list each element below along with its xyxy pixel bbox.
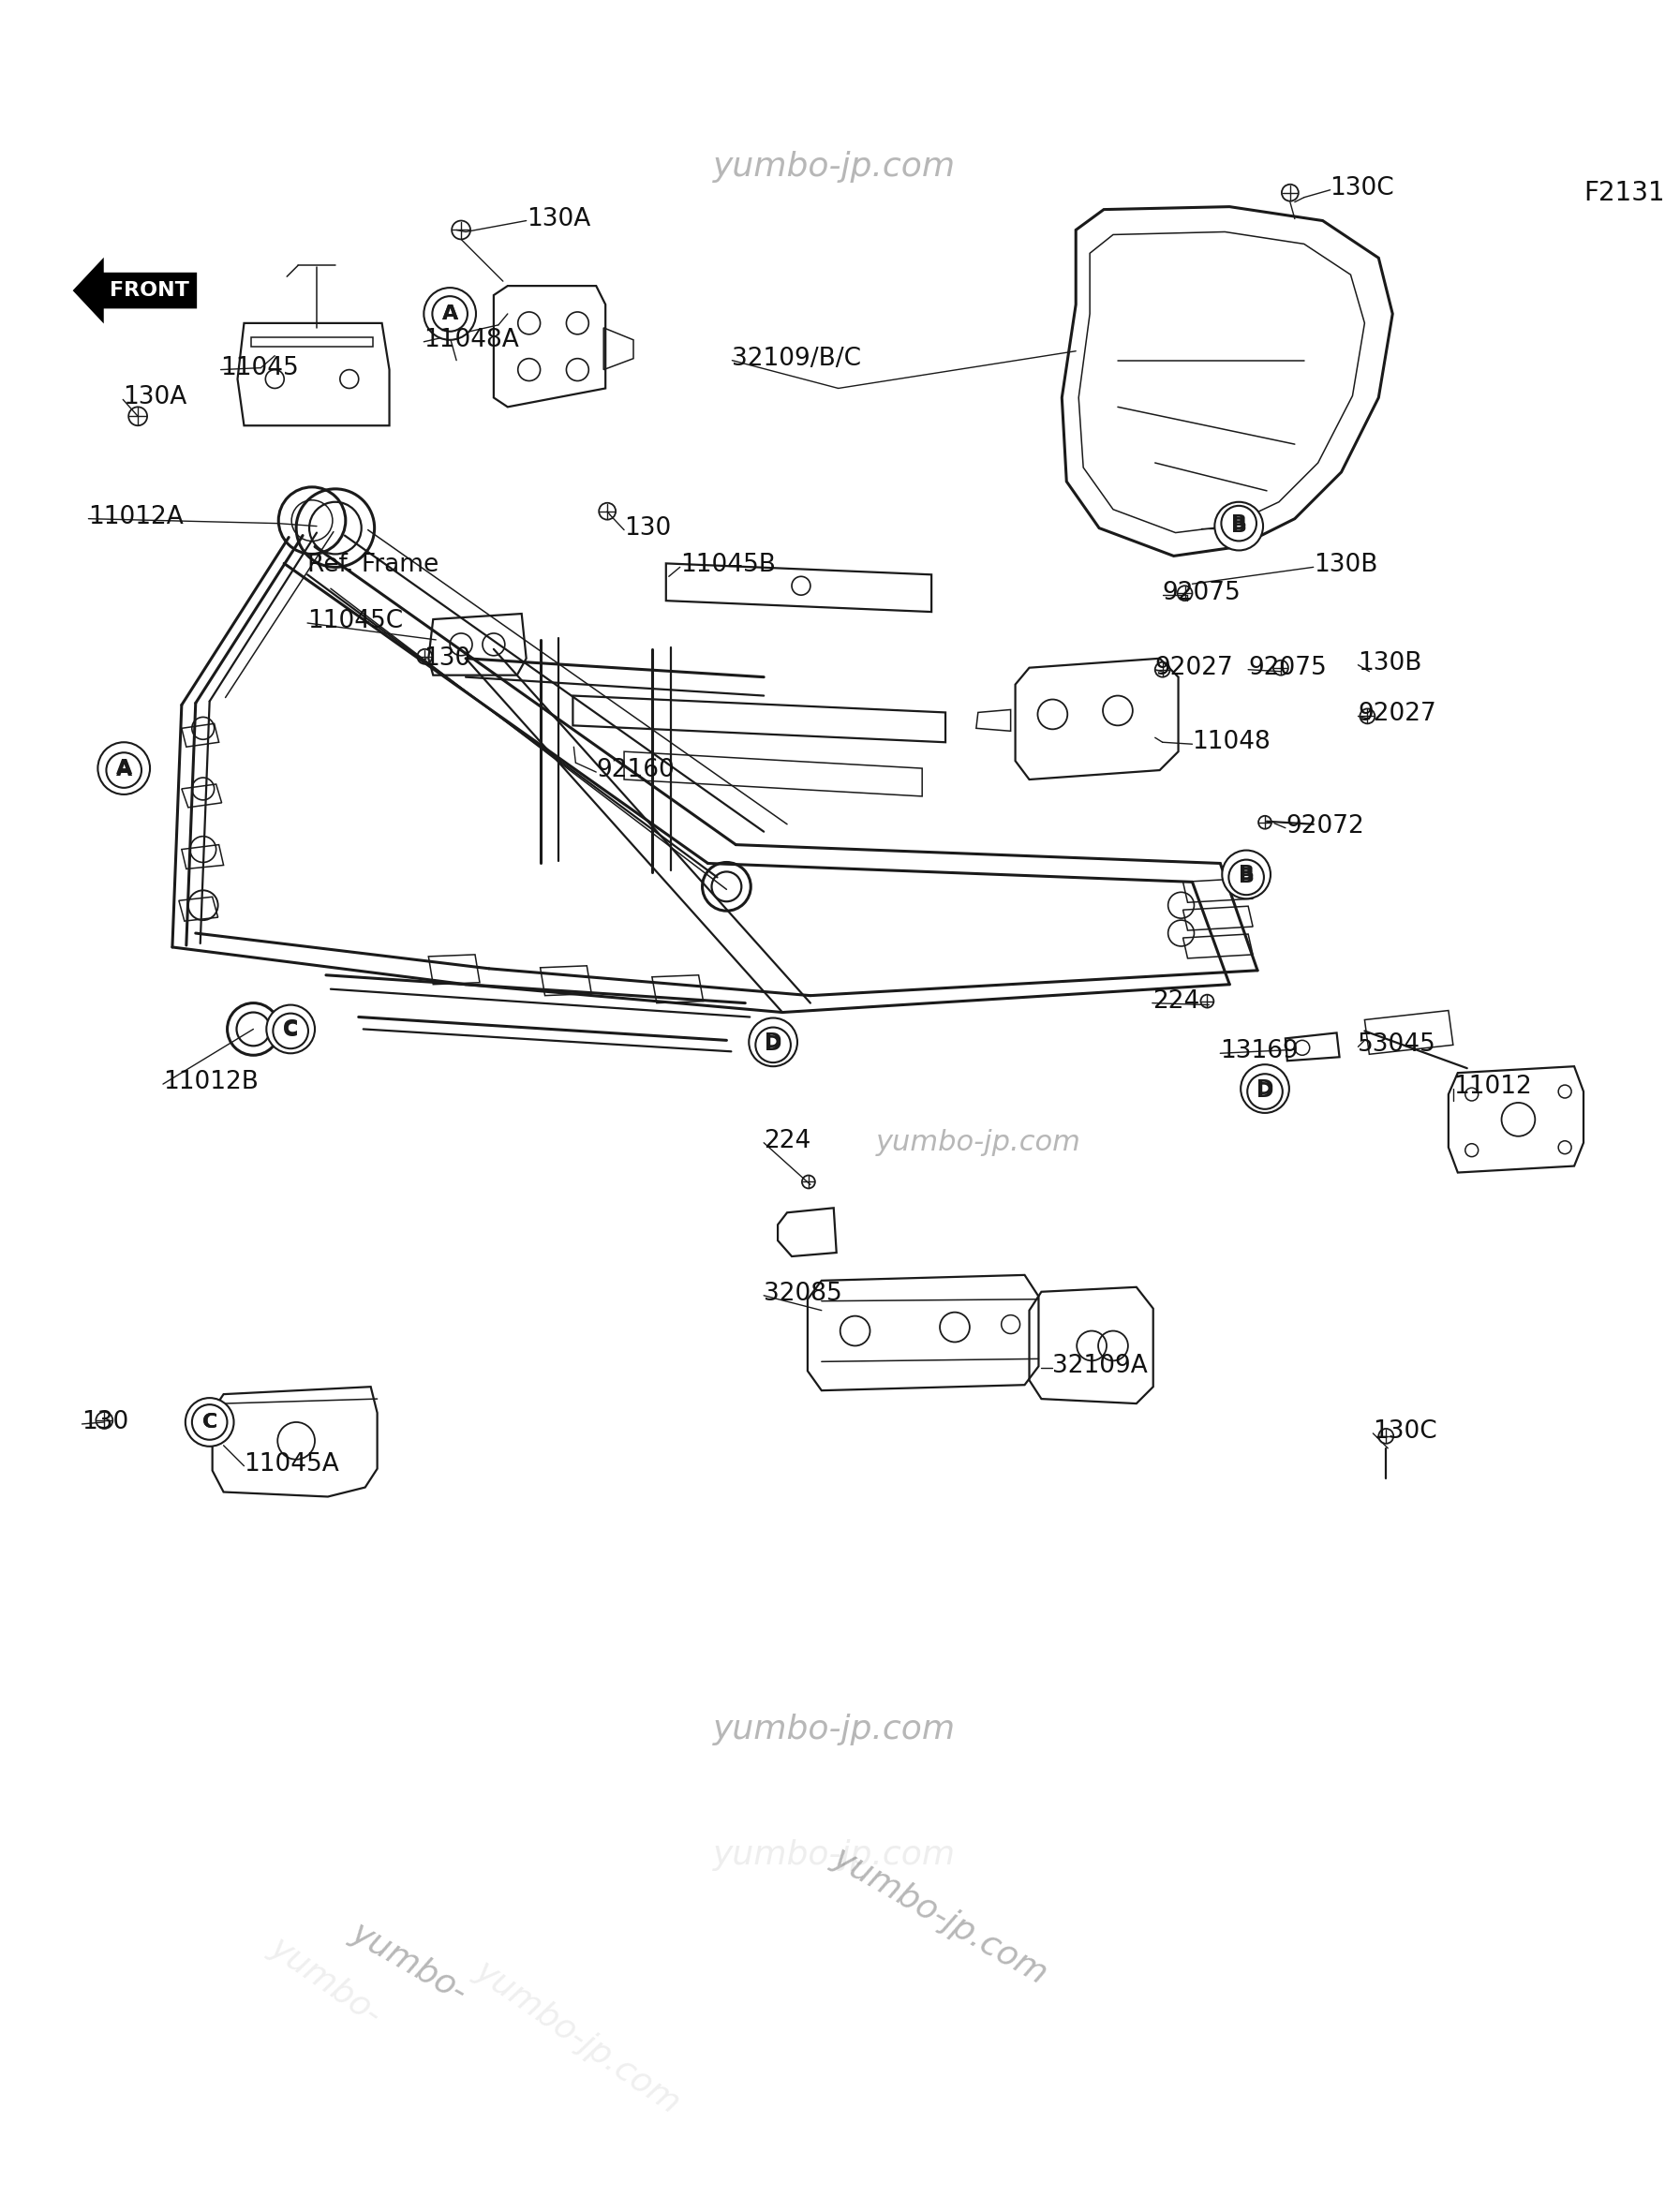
Text: B: B <box>1238 868 1255 888</box>
Text: C: C <box>202 1413 217 1432</box>
Text: 11048A: 11048A <box>423 327 519 352</box>
Text: yumbo-jp.com: yumbo-jp.com <box>714 1839 956 1872</box>
Text: 32085: 32085 <box>764 1281 842 1305</box>
Text: B: B <box>1231 516 1247 536</box>
Text: 130C: 130C <box>1331 176 1394 200</box>
Text: 92075: 92075 <box>1163 580 1242 606</box>
Text: 130: 130 <box>423 646 470 670</box>
Text: C: C <box>202 1413 217 1432</box>
Circle shape <box>274 1013 307 1048</box>
Text: 11045B: 11045B <box>680 554 776 578</box>
Text: C: C <box>282 1022 299 1041</box>
Text: D: D <box>1257 1083 1273 1101</box>
Text: A: A <box>116 758 133 778</box>
Text: 130: 130 <box>82 1410 129 1435</box>
Text: 32109/B/C: 32109/B/C <box>732 347 862 371</box>
Text: 130A: 130A <box>526 207 590 231</box>
Text: D: D <box>764 1033 781 1052</box>
Text: yumbo-jp.com: yumbo-jp.com <box>714 152 956 182</box>
Circle shape <box>267 1004 314 1052</box>
Text: 32109A: 32109A <box>1053 1353 1147 1378</box>
Text: B: B <box>1231 514 1247 532</box>
Text: yumbo-jp.com: yumbo-jp.com <box>828 1841 1053 1990</box>
Circle shape <box>1221 850 1270 899</box>
Polygon shape <box>808 1274 1038 1391</box>
Text: yumbo-: yumbo- <box>264 1931 388 2030</box>
Text: 13169: 13169 <box>1220 1039 1299 1063</box>
Text: B: B <box>1238 866 1255 883</box>
Text: 92160: 92160 <box>596 758 675 782</box>
Polygon shape <box>74 261 195 321</box>
Text: 11048: 11048 <box>1193 729 1270 754</box>
Text: 130B: 130B <box>1357 650 1423 674</box>
Circle shape <box>192 1404 227 1439</box>
Text: 11012: 11012 <box>1453 1074 1532 1098</box>
Text: 11045A: 11045A <box>244 1452 339 1476</box>
Text: 130C: 130C <box>1373 1419 1438 1443</box>
Text: 224: 224 <box>1152 989 1200 1013</box>
Text: 92075: 92075 <box>1248 655 1327 679</box>
Circle shape <box>1221 505 1257 540</box>
Circle shape <box>185 1397 234 1446</box>
Text: 130: 130 <box>623 516 672 540</box>
Text: yumbo-jp.com: yumbo-jp.com <box>875 1129 1080 1156</box>
Text: 11045C: 11045C <box>307 609 403 633</box>
Text: A: A <box>442 305 459 323</box>
Text: Ref. Frame: Ref. Frame <box>307 554 438 578</box>
Circle shape <box>106 754 141 789</box>
Polygon shape <box>212 1386 378 1496</box>
Text: 11045: 11045 <box>220 356 299 380</box>
Text: A: A <box>116 760 133 780</box>
Text: yumbo-jp.com: yumbo-jp.com <box>714 1714 956 1744</box>
Text: 11012B: 11012B <box>163 1070 259 1094</box>
Text: FRONT: FRONT <box>109 281 188 301</box>
Circle shape <box>1242 1066 1289 1114</box>
Text: F2131: F2131 <box>1584 180 1665 207</box>
Text: A: A <box>442 305 459 323</box>
Text: C: C <box>282 1019 299 1039</box>
Text: 92027: 92027 <box>1357 703 1436 727</box>
Text: 92072: 92072 <box>1285 813 1364 839</box>
Text: 130A: 130A <box>123 384 186 411</box>
Text: yumbo-jp.com: yumbo-jp.com <box>469 1953 685 2120</box>
Circle shape <box>97 743 150 795</box>
Circle shape <box>1215 501 1263 551</box>
Circle shape <box>423 288 475 341</box>
Text: yumbo-: yumbo- <box>346 1916 474 2008</box>
Text: D: D <box>1257 1079 1273 1098</box>
Circle shape <box>432 297 467 332</box>
Text: 11012A: 11012A <box>89 505 183 529</box>
Circle shape <box>1228 859 1263 894</box>
Circle shape <box>1247 1074 1282 1109</box>
Text: 53045: 53045 <box>1357 1033 1436 1057</box>
Circle shape <box>756 1028 791 1063</box>
Text: D: D <box>764 1035 781 1055</box>
Text: 130B: 130B <box>1314 554 1378 578</box>
Text: 92027: 92027 <box>1156 655 1233 679</box>
Text: 224: 224 <box>764 1129 811 1153</box>
Circle shape <box>749 1017 798 1066</box>
